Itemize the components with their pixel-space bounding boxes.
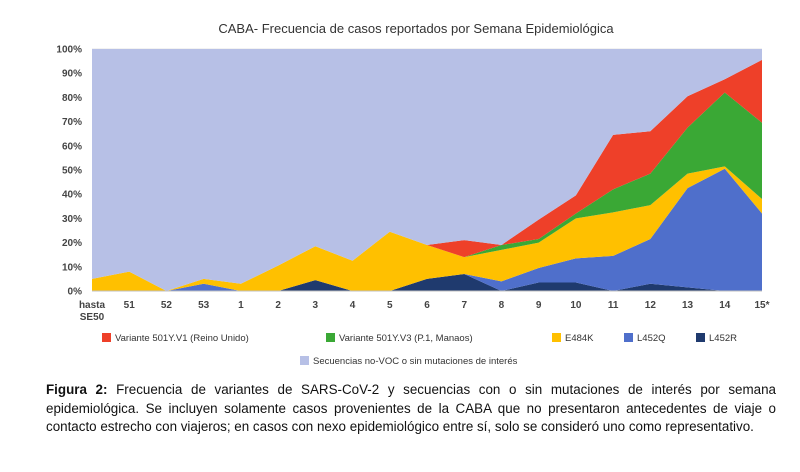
legend-swatch [552,333,561,342]
caption-label: Figura 2: [46,382,108,397]
legend-label: L452R [709,333,737,344]
y-axis: 0% 10% 20% 30% 40% 50% 60% 70% 80% 90% 100% [56,45,82,298]
x-tick-label: 5 [387,300,393,311]
legend-swatch [102,333,111,342]
x-tick-label: 4 [350,300,356,311]
stacked-area-chart: CABA- Frecuencia de casos reportados por… [56,21,770,367]
legend-label: E484K [565,333,594,344]
y-tick-label: 0% [68,287,83,298]
caption-text: Frecuencia de variantes de SARS-CoV-2 y … [46,382,776,435]
x-tick-label: 10 [570,300,582,311]
x-tick-label: 51 [124,300,136,311]
legend-swatch [326,333,335,342]
x-tick-label: 2 [275,300,281,311]
x-tick-label: 15* [754,300,769,311]
legend-label: L452Q [637,333,666,344]
chart-areas [92,49,762,291]
x-tick-label: 3 [313,300,319,311]
y-tick-label: 70% [62,117,82,128]
area-l452r [92,274,762,291]
area-variante-501y-v3-p-1-manaos [92,92,762,291]
legend-swatch [300,356,309,365]
legend-swatch [696,333,705,342]
legend-label: Variante 501Y.V1 (Reino Unido) [115,333,249,344]
x-tick-label: 6 [424,300,430,311]
y-tick-label: 100% [56,45,82,56]
area-e484k [92,166,762,291]
legend-label: Secuencias no-VOC o sin mutaciones de in… [313,356,518,367]
x-tick-label: 11 [608,300,619,311]
x-tick-label: 12 [645,300,657,311]
y-tick-label: 20% [62,238,82,249]
legend-swatch [624,333,633,342]
area-l452q [92,168,762,291]
x-tick-label: 9 [536,300,542,311]
legend-label: Variante 501Y.V3 (P.1, Manaos) [339,333,473,344]
x-tick-label: 53 [198,300,210,311]
x-tick-label: hasta SE50 [79,300,106,323]
y-tick-label: 80% [62,93,82,104]
x-tick-label: 7 [461,300,467,311]
y-tick-label: 10% [62,262,82,273]
x-tick-label: 14 [719,300,731,311]
y-tick-label: 60% [62,141,82,152]
chart-legend: Variante 501Y.V1 (Reino Unido) Variante 5… [102,333,737,367]
x-tick-label: 52 [161,300,173,311]
chart-title: CABA- Frecuencia de casos reportados por… [218,21,614,36]
y-tick-label: 30% [62,214,82,225]
area-secuencias-no-voc-o-sin-mutaciones-de-inter-s [92,49,762,291]
x-tick-label: 13 [682,300,694,311]
y-tick-label: 90% [62,69,82,80]
area-variante-501y-v1-reino-unido [92,59,762,291]
y-tick-label: 40% [62,190,82,201]
x-tick-label: 1 [238,300,244,311]
y-tick-label: 50% [62,166,82,177]
x-tick-label: 8 [499,300,505,311]
figure-caption: Figura 2: Frecuencia de variantes de SAR… [46,381,776,437]
